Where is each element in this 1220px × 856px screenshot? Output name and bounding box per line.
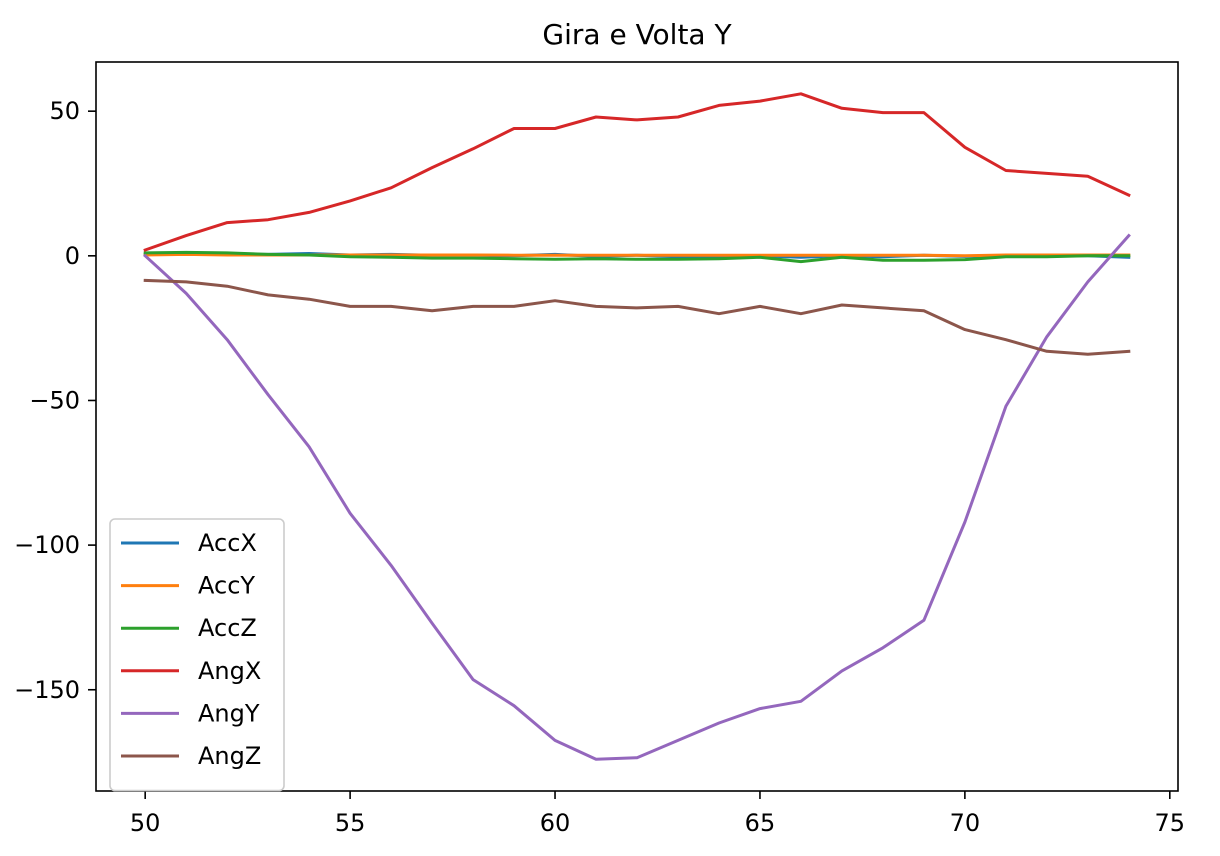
- y-tick-label: −100: [14, 531, 80, 559]
- series-line-angz: [143, 278, 1131, 356]
- chart-title: Gira e Volta Y: [542, 18, 732, 51]
- legend: AccX AccY AccZ AngX AngY AngZ: [109, 518, 285, 792]
- x-tick-label: 50: [130, 809, 161, 837]
- plot-frame: [95, 61, 1179, 792]
- y-tick-label: −150: [14, 676, 80, 704]
- x-tick-label: 55: [335, 809, 366, 837]
- x-axis: 50 55 60 65 70 75: [130, 791, 1185, 837]
- legend-label-angz: AngZ: [198, 742, 261, 770]
- legend-label-angx: AngX: [198, 657, 261, 685]
- plot-area: [143, 92, 1131, 761]
- legend-label-accy: AccY: [198, 572, 255, 600]
- legend-label-angy: AngY: [198, 699, 260, 727]
- legend-label-accz: AccZ: [198, 614, 257, 642]
- series-line-accz: [143, 250, 1131, 264]
- x-tick-label: 70: [950, 809, 981, 837]
- x-tick-label: 65: [745, 809, 776, 837]
- y-tick-label: 0: [65, 242, 80, 270]
- y-axis: 50 0 −50 −100 −150: [14, 97, 96, 704]
- x-tick-label: 75: [1155, 809, 1186, 837]
- legend-label-accx: AccX: [198, 529, 257, 557]
- y-tick-label: 50: [49, 97, 80, 125]
- y-tick-label: −50: [29, 386, 80, 414]
- x-tick-label: 60: [540, 809, 571, 837]
- series-line-angx: [143, 92, 1131, 252]
- series-line-angy: [143, 233, 1131, 761]
